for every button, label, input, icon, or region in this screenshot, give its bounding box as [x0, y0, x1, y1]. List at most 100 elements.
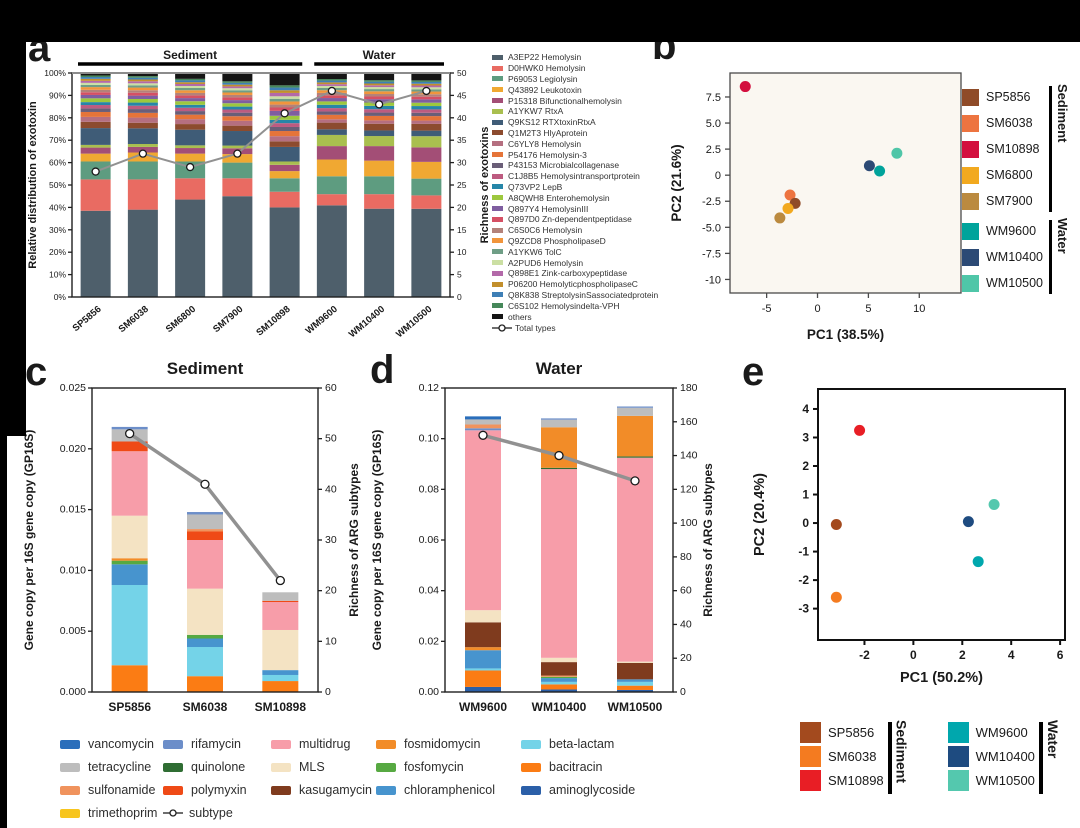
bar-segment-C6YLY8 Hemolysin — [127, 117, 158, 123]
sample-swatch-icon — [962, 274, 979, 292]
arg-swatch-icon — [376, 739, 396, 749]
sample-swatch-icon — [800, 721, 821, 743]
bar-segment-Q73VP2 LepB — [127, 102, 158, 106]
bar-segment-A1YKW7 RtxA — [316, 134, 347, 147]
exotoxin-legend-item: Q73VP2 LepB — [492, 182, 702, 193]
svg-text:60: 60 — [680, 585, 692, 597]
sample-legend-label: SP5856 — [828, 724, 875, 740]
bar-segment-P54176 Hemolysin-3 — [316, 114, 347, 120]
bar-segment-C6YLY8 Hemolysin — [175, 119, 206, 125]
sample-group-sediment: SP5856 SM6038 SM10898 SM6800 SM7900 Sediment — [962, 84, 1078, 214]
bar-segment-Q898E1 Zink-carboxypeptidase — [80, 80, 111, 83]
exotoxin-legend-label: Q897D0 Zn-dependentpeptidase — [508, 214, 632, 225]
bar-segment-Q8K838 StreptolysinSassociatedprotein — [127, 77, 158, 80]
legend-swatch-icon — [492, 184, 503, 190]
Total types-marker — [233, 149, 242, 158]
arg-legend-label: fosmidomycin — [404, 737, 481, 751]
bar-segment-A8QWH8 Enterohemolysin — [222, 103, 253, 107]
bar-segment-D0HWK0 Hemolysin — [222, 178, 253, 197]
bar-segment-beta-lactam — [465, 668, 501, 671]
bar-segment-Q1M2T3 HlyAprotein — [269, 141, 300, 147]
group-bar — [888, 722, 892, 794]
arg-legend-item-polymyxin: polymyxin — [163, 780, 247, 800]
svg-text:SM10898: SM10898 — [255, 700, 307, 714]
exotoxin-legend-item: Q897D0 Zn-dependentpeptidase — [492, 214, 702, 225]
sample-swatch-icon — [962, 166, 979, 184]
total-types-legend-item: Total types — [492, 322, 702, 334]
svg-text:0: 0 — [325, 686, 331, 698]
legend-swatch-icon — [492, 87, 503, 93]
bar-segment-P43153 Microbialcollagenase — [80, 108, 111, 112]
panel-label-e: e — [742, 350, 765, 394]
exotoxin-legend-item: C6YLY8 Hemolysin — [492, 138, 702, 149]
svg-text:Relative distribution of exoto: Relative distribution of exotoxin — [27, 101, 39, 269]
bar-segment-A1YKW7 RtxA — [80, 144, 111, 148]
bar-segment-A1YKW6 TolC — [269, 98, 300, 102]
exotoxin-legend-item: A3EP22 Hemolysin — [492, 52, 702, 63]
svg-text:15: 15 — [457, 225, 467, 235]
scatter-point-WM10400 — [962, 516, 974, 528]
bar-segment-others — [175, 73, 206, 79]
exotoxin-legend-label: C6S102 Hemolysindelta-VPH — [508, 300, 620, 311]
bar-segment-fosmidomycin — [617, 415, 653, 457]
bar-segment-Q9KS12 RTXtoxinRtxA — [411, 130, 442, 137]
bar-segment-C6YLY8 Hemolysin — [411, 120, 442, 124]
exotoxin-legend-label: P43153 Microbialcollagenase — [508, 160, 620, 171]
bar-segment-Q898E1 Zink-carboxypeptidase — [364, 85, 395, 88]
bar-segment-Q73VP2 LepB — [80, 102, 111, 106]
bar-segment-C6S102 Hemolysindelta-VPH — [411, 80, 442, 82]
bar-segment-Q898E1 Zink-carboxypeptidase — [222, 86, 253, 89]
svg-text:Gene copy per 16S gene copy (: Gene copy per 16S gene copy (GP16S) — [370, 430, 384, 651]
arg-swatch-icon — [60, 739, 80, 749]
bar-segment-others — [127, 73, 158, 77]
exotoxin-legend-label: Q9ZCD8 PhospholipaseD — [508, 235, 606, 246]
arg-legend-label: trimethoprim — [88, 806, 158, 820]
chart-b-svg: -5 0 5 10 7.5 5.0 2.5 0 -2.5 -5.0 -7.5 -10 PC1 (38.5… — [669, 72, 962, 342]
svg-text:2: 2 — [959, 648, 966, 662]
svg-text:30: 30 — [325, 534, 337, 546]
legend-swatch-icon — [492, 65, 503, 71]
panel-e-pca-chart: -2 0 2 4 6 4 3 2 1 0 -1 -2 -3 PC1 (50.2%) PC2 (20.4%) — [712, 352, 1080, 692]
svg-text:80: 80 — [680, 551, 692, 563]
bar-segment-beta-lactam — [187, 647, 223, 677]
svg-text:0: 0 — [680, 686, 686, 698]
bar-segment-quinolone — [617, 456, 653, 458]
exotoxin-legend-item: Q898E1 Zink-carboxypeptidase — [492, 268, 702, 279]
bar-segment-Q897D0 Zn-dependentpeptidase — [175, 95, 206, 99]
bar-segment-Q43892 Leukotoxin — [411, 161, 442, 179]
svg-text:40: 40 — [457, 113, 467, 123]
legend-swatch-icon — [492, 260, 503, 266]
bar-segment-Q1M2T3 HlyAprotein — [175, 124, 206, 130]
bar-segment-kasugamycin — [541, 662, 577, 676]
svg-text:-1: -1 — [798, 545, 809, 559]
Total types-marker — [422, 86, 431, 96]
sample-legend-label: WM9600 — [986, 224, 1037, 238]
bar-segment-Q898E1 Zink-carboxypeptidase — [175, 83, 206, 86]
bar-segment-D0HWK0 Hemolysin — [411, 195, 442, 209]
exotoxin-legend-label: others — [508, 311, 532, 322]
bar-segment-Q898E1 Zink-carboxypeptidase — [316, 84, 347, 86]
bar-segment-bacitracin — [262, 681, 299, 692]
bar-segment-Q43892 Leukotoxin — [364, 160, 395, 177]
svg-text:0: 0 — [910, 648, 917, 662]
subtype-marker — [478, 430, 488, 440]
bar-segment-Q73VP2 LepB — [411, 106, 442, 110]
bar-segment-A8QWH8 Enterohemolysin — [80, 98, 111, 103]
sample-swatch-icon — [947, 769, 969, 791]
bar-segment-Q73VP2 LepB — [269, 119, 300, 124]
legend-swatch-icon — [492, 141, 503, 147]
arg-legend-item-fosmidomycin: fosmidomycin — [376, 734, 480, 754]
svg-text:PC2 (20.4%): PC2 (20.4%) — [752, 473, 768, 556]
svg-text:SM6038: SM6038 — [183, 700, 228, 714]
bar-segment-P06200 HemolyticphospholipaseC — [316, 82, 347, 85]
bar-segment-C1J8B5 Hemolysintransportprotein — [175, 107, 206, 112]
bar-segment-A8QWH8 Enterohemolysin — [411, 102, 442, 107]
bar-segment-A1YKW6 TolC — [127, 85, 158, 88]
bar-segment-C6S102 Hemolysindelta-VPH — [127, 76, 158, 78]
bar-segment-multidrug — [187, 540, 223, 589]
bar-segment-C6YLY8 Hemolysin — [222, 120, 253, 126]
svg-text:70%: 70% — [49, 135, 66, 145]
bar-segment-tetracycline — [187, 514, 223, 530]
svg-text:0.015: 0.015 — [60, 504, 86, 516]
arg-legend-item-fosfomycin: fosfomycin — [376, 757, 464, 777]
